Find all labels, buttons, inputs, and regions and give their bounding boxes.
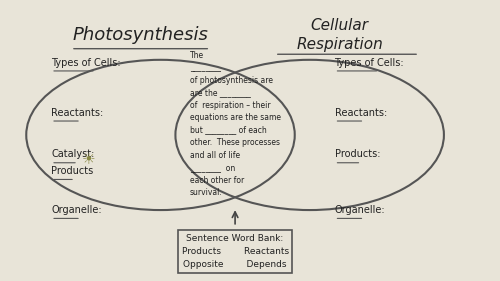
Text: Types of Cells:: Types of Cells: (51, 58, 120, 68)
Text: Organelle:: Organelle: (334, 205, 385, 215)
Text: Reactants:: Reactants: (51, 108, 104, 118)
Text: Products:: Products: (334, 149, 380, 159)
Text: ☀: ☀ (82, 151, 95, 166)
Text: Types of Cells:: Types of Cells: (334, 58, 404, 68)
Text: Reactants:: Reactants: (334, 108, 387, 118)
Text: The
________
of photosynthesis are
are the ________
of  respiration – their
equa: The ________ of photosynthesis are are t… (190, 51, 280, 197)
Text: Organelle:: Organelle: (51, 205, 102, 215)
Text: Sentence Word Bank:
Products        Reactants
Opposite        Depends: Sentence Word Bank: Products Reactants O… (182, 234, 288, 269)
Text: Photosynthesis: Photosynthesis (72, 26, 208, 44)
Text: Cellular
Respiration: Cellular Respiration (296, 18, 383, 52)
Text: Catalyst:: Catalyst: (51, 149, 94, 159)
Text: Products: Products (51, 166, 94, 176)
